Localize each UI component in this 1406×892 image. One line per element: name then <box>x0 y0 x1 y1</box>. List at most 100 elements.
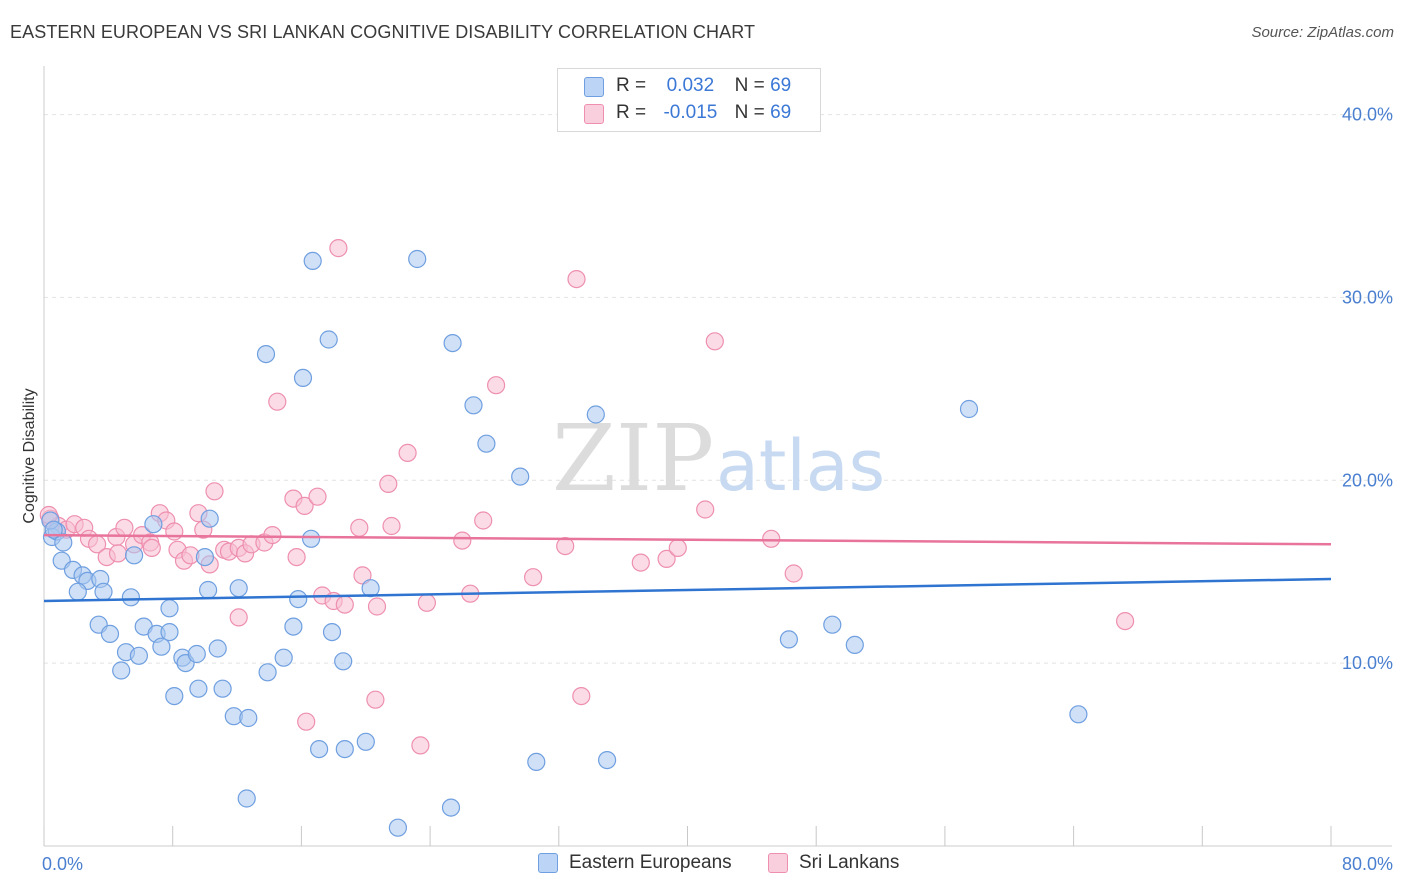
data-point-eastern-europeans <box>195 547 214 567</box>
data-point-sri-lankans <box>705 332 724 351</box>
data-point-eastern-europeans <box>310 739 329 759</box>
data-point-eastern-europeans <box>322 622 342 642</box>
data-point-eastern-europeans <box>443 334 462 353</box>
data-point-sri-lankans <box>382 516 401 536</box>
data-point-eastern-europeans <box>284 617 303 636</box>
bottom-legend-swatch-pink <box>768 853 788 873</box>
data-point-eastern-europeans <box>68 582 87 601</box>
data-point-eastern-europeans <box>356 732 375 751</box>
data-point-eastern-europeans <box>256 345 276 364</box>
data-point-sri-lankans <box>308 487 327 506</box>
data-point-eastern-europeans <box>335 739 354 759</box>
data-point-eastern-europeans <box>100 624 120 644</box>
watermark-atlas: atlas <box>716 425 885 507</box>
legend-n-label: N = <box>734 102 765 123</box>
data-point-sri-lankans <box>417 593 436 612</box>
data-point-sri-lankans <box>474 511 493 530</box>
data-point-eastern-europeans <box>823 615 842 634</box>
data-point-sri-lankans <box>295 496 314 515</box>
data-point-sri-lankans <box>229 608 248 627</box>
data-point-sri-lankans <box>335 595 354 614</box>
data-point-sri-lankans <box>572 686 591 706</box>
data-point-eastern-europeans <box>165 686 184 706</box>
data-point-eastern-europeans <box>200 509 219 528</box>
data-point-sri-lankans <box>762 529 781 548</box>
data-point-eastern-europeans <box>152 637 171 656</box>
legend-r-value-blue: 0.032 <box>666 75 715 96</box>
sri-lankans-points <box>39 239 1135 755</box>
data-point-eastern-europeans <box>388 818 407 837</box>
data-point-eastern-europeans <box>189 679 208 698</box>
data-point-eastern-europeans <box>125 546 144 565</box>
data-point-sri-lankans <box>353 566 372 585</box>
data-point-eastern-europeans <box>845 635 864 655</box>
data-point-sri-lankans <box>487 376 506 395</box>
data-point-eastern-europeans <box>319 330 338 349</box>
data-point-eastern-europeans <box>293 368 313 387</box>
data-point-eastern-europeans <box>199 580 218 600</box>
data-point-sri-lankans <box>297 712 316 731</box>
data-point-eastern-europeans <box>511 467 530 486</box>
data-point-eastern-europeans <box>94 582 113 601</box>
data-point-eastern-europeans <box>129 646 148 665</box>
data-point-sri-lankans <box>205 482 224 501</box>
data-point-eastern-europeans <box>258 663 277 682</box>
data-point-sri-lankans <box>398 443 417 462</box>
data-point-eastern-europeans <box>121 588 140 607</box>
legend-swatch-pink <box>584 104 604 124</box>
data-point-eastern-europeans <box>239 708 258 728</box>
data-point-sri-lankans <box>631 553 650 572</box>
data-point-eastern-europeans <box>959 399 979 419</box>
data-point-eastern-europeans <box>586 405 605 424</box>
chart-title: EASTERN EUROPEAN VS SRI LANKAN COGNITIVE… <box>10 22 756 42</box>
watermark: ZIP atlas <box>552 405 885 512</box>
data-point-sri-lankans <box>329 239 348 258</box>
data-point-sri-lankans <box>1115 611 1135 631</box>
data-point-eastern-europeans <box>464 396 483 415</box>
data-point-eastern-europeans <box>208 639 227 658</box>
data-point-eastern-europeans <box>477 434 496 453</box>
data-point-eastern-europeans <box>1069 705 1088 724</box>
data-point-eastern-europeans <box>112 661 131 680</box>
correlation-legend: R = 0.032 N = 69 R = -0.015 N = 69 <box>557 68 821 132</box>
data-point-sri-lankans <box>165 522 184 541</box>
bottom-legend-label: Sri Lankans <box>799 852 900 873</box>
legend-swatch-blue <box>584 77 604 97</box>
legend-r-value-pink: -0.015 <box>663 102 718 123</box>
data-point-eastern-europeans <box>303 251 322 270</box>
data-point-sri-lankans <box>350 518 369 537</box>
data-point-sri-lankans <box>115 518 134 537</box>
data-point-sri-lankans <box>453 531 472 550</box>
trend-line-sri-lankans <box>43 533 1332 546</box>
data-point-sri-lankans <box>367 597 387 616</box>
data-point-sri-lankans <box>287 547 306 567</box>
trend-lines <box>43 533 1332 603</box>
data-point-sri-lankans <box>263 525 282 545</box>
data-point-sri-lankans <box>567 270 586 289</box>
data-point-eastern-europeans <box>289 589 308 609</box>
data-point-eastern-europeans <box>597 750 617 770</box>
y-tick-label: 30.0% <box>1342 287 1393 307</box>
data-point-eastern-europeans <box>441 798 461 817</box>
legend-n-label: N = <box>734 75 765 96</box>
data-point-sri-lankans <box>668 538 687 558</box>
x-tick-label: 80.0% <box>1342 854 1393 874</box>
data-point-sri-lankans <box>696 500 715 519</box>
data-point-eastern-europeans <box>160 622 179 642</box>
eastern-europeans-points <box>41 249 1088 837</box>
watermark-zip: ZIP <box>552 405 714 512</box>
data-point-eastern-europeans <box>229 579 248 598</box>
data-point-sri-lankans <box>142 538 161 558</box>
x-tick-label: 0.0% <box>42 854 83 874</box>
data-point-eastern-europeans <box>302 529 321 548</box>
data-point-sri-lankans <box>657 549 676 569</box>
data-point-eastern-europeans <box>144 515 163 534</box>
data-point-eastern-europeans <box>334 652 353 671</box>
data-point-sri-lankans <box>366 690 385 709</box>
gridlines <box>44 114 1392 664</box>
data-point-eastern-europeans <box>408 249 427 269</box>
legend-n-value-blue: 69 <box>770 75 792 96</box>
bottom-legend-swatch-blue <box>538 853 558 873</box>
legend-n-value-pink: 69 <box>770 102 792 123</box>
